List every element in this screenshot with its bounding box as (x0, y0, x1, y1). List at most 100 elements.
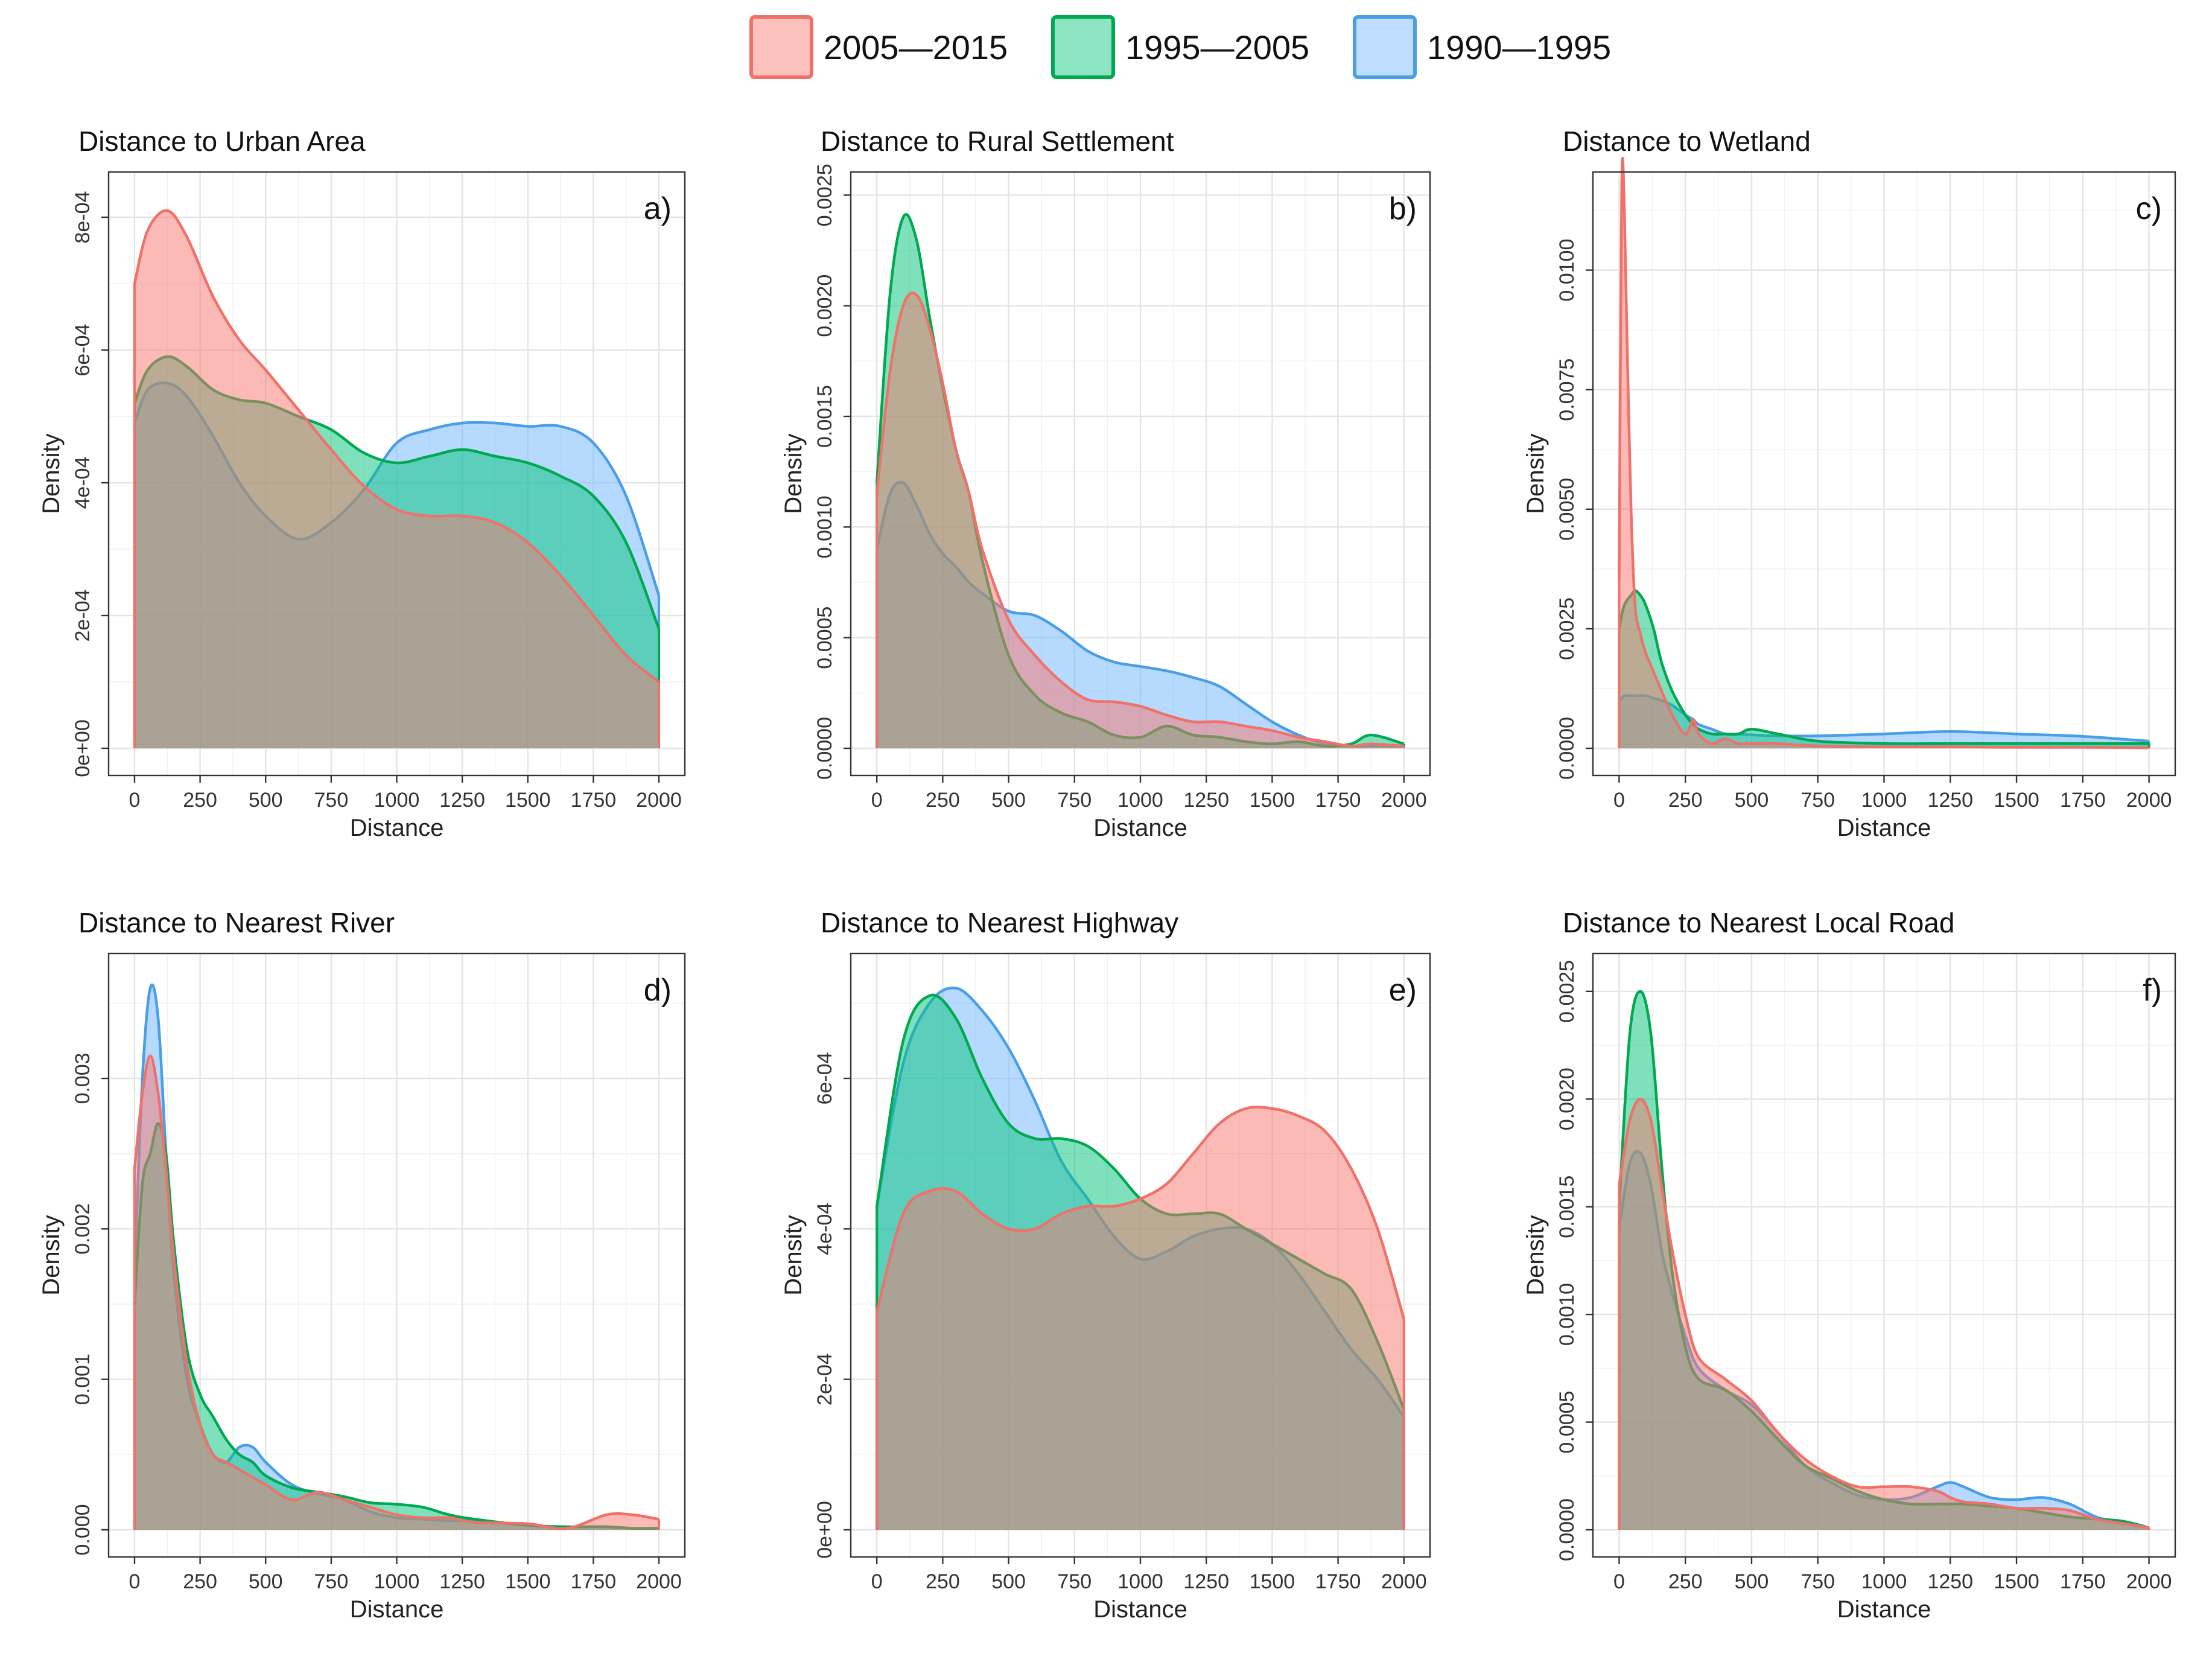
x-tick-label: 500 (249, 1570, 283, 1593)
legend-label: 2005—2015 (824, 28, 1008, 66)
y-tick-label: 0.0020 (813, 275, 836, 337)
panel-title: Distance to Nearest River (78, 907, 395, 938)
density-areas (1618, 990, 2150, 1530)
y-axis-label: Density (780, 1215, 807, 1295)
x-tick-label: 500 (1735, 1570, 1769, 1593)
y-tick-label: 2e-04 (71, 590, 94, 642)
x-tick-label: 2000 (636, 1570, 682, 1593)
legend-swatch (1353, 15, 1417, 79)
panel-distance-to-rural-settlement: Distance to Rural Settlement b) 0 250 500 750… (780, 126, 1431, 841)
series-2005-2015 (1618, 1098, 2150, 1530)
y-tick-label: 0.0005 (1556, 1391, 1578, 1454)
x-tick-label: 250 (926, 1570, 960, 1593)
x-axis-label: Distance (1837, 1596, 1931, 1623)
y-axis-label: Density (38, 1215, 65, 1295)
y-tick-label: 0.003 (71, 1052, 94, 1104)
series-2005-2015 (133, 1054, 661, 1530)
x-tick-label: 1250 (1927, 1570, 1973, 1593)
x-tick-label: 1250 (439, 1570, 485, 1593)
legend-item-1995-2005: 1995—2005 (1051, 15, 1309, 79)
y-axis: 0e+00 2e-04 4e-04 6e-04 Density (780, 1052, 851, 1559)
legend-item-1990-1995: 1990—1995 (1353, 15, 1611, 79)
x-tick-label: 750 (314, 1570, 349, 1593)
y-axis-label: Density (1522, 1215, 1549, 1295)
series-2005-2015 (876, 1106, 1405, 1530)
x-tick-label: 1500 (1994, 789, 2039, 812)
x-tick-label: 0 (129, 1570, 141, 1593)
x-axis: 0 250 500 750 1000 1250 1500 1750 2000 Distance (129, 1557, 682, 1623)
y-axis: 0.0000 0.0025 0.0050 0.0075 0.0100 Density (1522, 239, 1593, 780)
x-tick-label: 1250 (1927, 789, 1973, 812)
x-tick-label: 750 (1057, 789, 1092, 812)
x-tick-label: 1500 (505, 1570, 551, 1593)
y-axis: 0.000 0.001 0.002 0.003 Density (38, 1052, 109, 1556)
x-tick-label: 250 (183, 1570, 217, 1593)
x-tick-label: 1000 (1117, 789, 1163, 812)
x-axis-label: Distance (1093, 1596, 1187, 1623)
x-tick-label: 0 (871, 1570, 883, 1593)
x-tick-label: 750 (1800, 1570, 1835, 1593)
x-tick-label: 1000 (374, 1570, 420, 1593)
y-tick-label: 0.0025 (1556, 597, 1578, 660)
x-tick-label: 1500 (1250, 789, 1295, 812)
x-axis: 0 250 500 750 1000 1250 1500 1750 2000 Distance (1613, 1557, 2172, 1623)
x-tick-label: 750 (314, 789, 349, 812)
y-tick-label: 0.0100 (1556, 239, 1578, 302)
panel-tag: a) (644, 191, 672, 226)
x-tick-label: 1000 (1117, 1570, 1163, 1593)
y-tick-label: 0.0010 (1556, 1283, 1578, 1346)
y-tick-label: 0.0010 (813, 495, 836, 558)
density-line-2005-2015 (133, 209, 660, 683)
y-axis: 0e+00 2e-04 4e-04 6e-04 8e-04 Density (38, 191, 109, 777)
x-tick-label: 1750 (1315, 1570, 1361, 1593)
x-tick-label: 1000 (1861, 1570, 1907, 1593)
x-axis-label: Distance (350, 815, 444, 841)
y-tick-label: 0.0000 (1556, 1498, 1578, 1561)
density-areas (875, 986, 1405, 1530)
density-line-2005-2015 (133, 1054, 659, 1530)
density-area-2005-2015 (135, 1055, 659, 1530)
y-tick-label: 0.0000 (1556, 717, 1578, 780)
y-tick-label: 0.0020 (1556, 1068, 1578, 1130)
x-tick-label: 1750 (2060, 789, 2106, 812)
x-tick-label: 750 (1057, 1570, 1092, 1593)
legend: 2005—2015 1995—2005 1990—1995 (749, 15, 1611, 79)
x-tick-label: 2000 (1381, 1570, 1427, 1593)
y-axis: 0.0000 0.0005 0.0010 0.0015 0.0020 0.0025 Dens… (1522, 960, 1593, 1561)
density-areas (133, 983, 661, 1530)
x-tick-label: 750 (1800, 789, 1835, 812)
x-tick-label: 1750 (2060, 1570, 2106, 1593)
y-tick-label: 0e+00 (813, 1501, 836, 1559)
x-tick-label: 1500 (1250, 1570, 1295, 1593)
y-axis-label: Density (1522, 433, 1549, 514)
panel-distance-to-nearest-highway: Distance to Nearest Highway e) 0 250 500 750 1… (780, 907, 1431, 1623)
y-tick-label: 0.0050 (1556, 478, 1578, 541)
y-tick-label: 6e-04 (71, 324, 94, 377)
density-line-2005-2015 (876, 1106, 1405, 1320)
x-tick-label: 1750 (1315, 789, 1361, 812)
x-tick-label: 1250 (439, 789, 485, 812)
x-tick-label: 2000 (2126, 789, 2172, 812)
x-axis-label: Distance (1093, 815, 1187, 841)
panel-title: Distance to Nearest Local Road (1563, 907, 1954, 938)
y-tick-label: 0.000 (71, 1504, 94, 1555)
density-line-2005-2015 (875, 291, 1404, 748)
density-line-2005-2015 (1618, 1098, 2149, 1529)
density-area-2005-2015 (1619, 1099, 2149, 1530)
legend-swatch (749, 15, 813, 79)
density-line-2005-2015 (1618, 156, 2149, 750)
chart-panels: Distance to Urban Area a) 0 250 500 750 1000 12… (38, 126, 2176, 1623)
x-tick-label: 1500 (505, 789, 551, 812)
x-tick-label: 2000 (2126, 1570, 2172, 1593)
series-2005-2015 (1618, 156, 2150, 750)
x-tick-label: 0 (871, 789, 883, 812)
panel-distance-to-urban-area: Distance to Urban Area a) 0 250 500 750 1000 12… (38, 126, 686, 841)
x-tick-label: 500 (1735, 789, 1769, 812)
x-axis: 0 250 500 750 1000 1250 1500 1750 2000 Distance (1613, 775, 2172, 841)
x-tick-label: 1000 (1861, 789, 1907, 812)
y-tick-label: 0.001 (71, 1354, 94, 1405)
legend-label: 1995—2005 (1125, 28, 1309, 66)
x-tick-label: 1750 (571, 1570, 617, 1593)
panel-tag: c) (2136, 191, 2162, 226)
